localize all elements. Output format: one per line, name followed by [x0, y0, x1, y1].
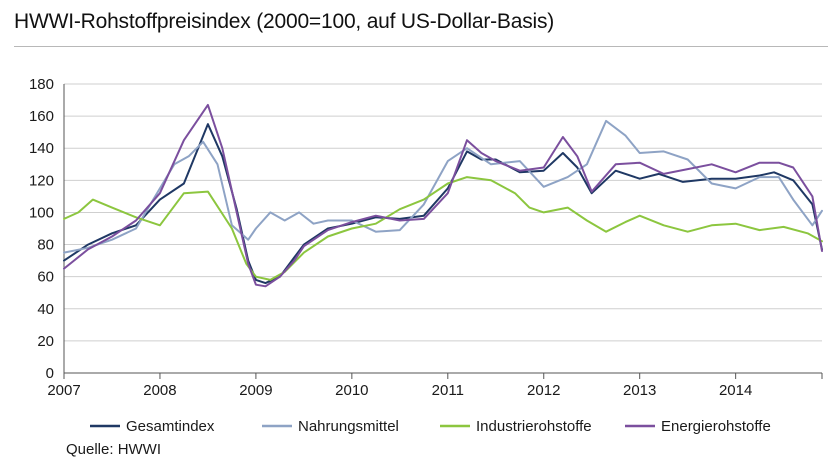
- x-tick-label: 2013: [623, 382, 656, 399]
- y-tick-label: 120: [29, 172, 54, 189]
- series-line: [63, 123, 823, 285]
- legend-label: Industrierohstoffe: [476, 418, 592, 435]
- series-lines: [63, 103, 823, 288]
- legend-label: Gesamtindex: [126, 418, 215, 435]
- y-tick-label: 20: [37, 333, 54, 350]
- y-tick-label: 100: [29, 204, 54, 221]
- legend-label: Energierohstoffe: [661, 418, 771, 435]
- chart-title: HWWI-Rohstoffpreisindex (2000=100, auf U…: [14, 10, 555, 33]
- x-tick-label: 2014: [719, 382, 752, 399]
- series-line: [63, 119, 823, 254]
- x-tick-label: 2009: [239, 382, 272, 399]
- legend: Gesamtindex Nahrungsmittel Industrierohsto…: [90, 418, 771, 435]
- y-tick-label: 0: [46, 365, 54, 382]
- x-tick-label: 2012: [527, 382, 560, 399]
- source-note: Quelle: HWWI: [66, 441, 162, 458]
- series-line: [63, 176, 823, 281]
- x-tick-label: 2007: [47, 382, 80, 399]
- y-tick-label: 40: [37, 301, 54, 318]
- gridlines: [64, 83, 822, 342]
- y-tick-label: 180: [29, 76, 54, 93]
- title-divider: [14, 46, 828, 47]
- series-line: [63, 103, 823, 288]
- y-tick-label: 160: [29, 108, 54, 125]
- x-tick-label: 2010: [335, 382, 368, 399]
- y-tick-label: 60: [37, 269, 54, 286]
- x-tick-label: 2008: [143, 382, 176, 399]
- x-tick-label: 2011: [432, 382, 464, 399]
- legend-label: Nahrungsmittel: [298, 418, 399, 435]
- y-tick-label: 140: [29, 140, 54, 157]
- axes: 0 20 40 60 80 100 120 140 160 180 2007 2008 2009 2010…: [29, 76, 823, 399]
- y-tick-label: 80: [37, 237, 54, 254]
